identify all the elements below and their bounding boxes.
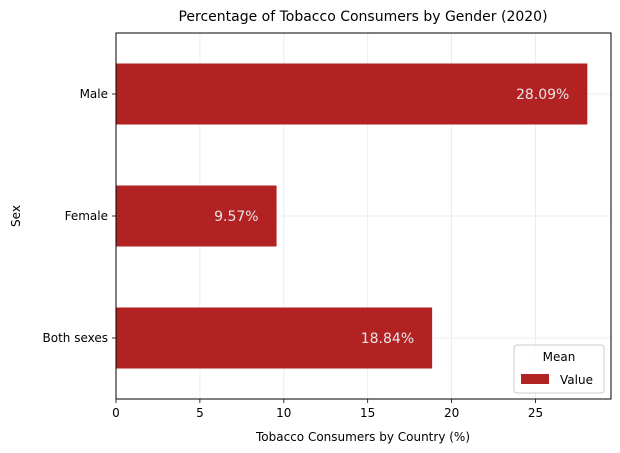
legend: Mean Value bbox=[513, 344, 605, 394]
chart-title: Percentage of Tobacco Consumers by Gende… bbox=[178, 9, 547, 25]
x-axis-ticks: 0 5 10 15 20 25 bbox=[112, 399, 543, 420]
y-axis-ticks: Both sexes Female Male bbox=[43, 87, 116, 345]
y-tick-label: Male bbox=[80, 87, 108, 101]
y-tick-label: Female bbox=[65, 209, 108, 223]
bar-male bbox=[116, 63, 588, 125]
legend-title: Mean bbox=[543, 350, 576, 364]
x-tick-label: 0 bbox=[112, 406, 120, 420]
y-axis-label: Sex bbox=[9, 205, 23, 227]
bar-value-label: 18.84% bbox=[361, 331, 414, 347]
legend-entry-label: Value bbox=[560, 373, 593, 387]
x-axis-label: Tobacco Consumers by Country (%) bbox=[255, 430, 470, 444]
bar-both-sexes bbox=[116, 307, 433, 369]
bar-labels: 18.84% 9.57% 28.09% bbox=[214, 87, 569, 347]
x-tick-label: 15 bbox=[360, 406, 375, 420]
bar-value-label: 28.09% bbox=[516, 87, 569, 103]
bar-female bbox=[116, 185, 277, 247]
bar-value-label: 9.57% bbox=[214, 209, 258, 225]
x-tick-label: 10 bbox=[276, 406, 291, 420]
bars bbox=[116, 63, 588, 369]
x-tick-label: 20 bbox=[444, 406, 459, 420]
legend-swatch bbox=[521, 374, 549, 384]
y-tick-label: Both sexes bbox=[43, 331, 109, 345]
x-tick-label: 5 bbox=[196, 406, 204, 420]
x-tick-label: 25 bbox=[528, 406, 543, 420]
